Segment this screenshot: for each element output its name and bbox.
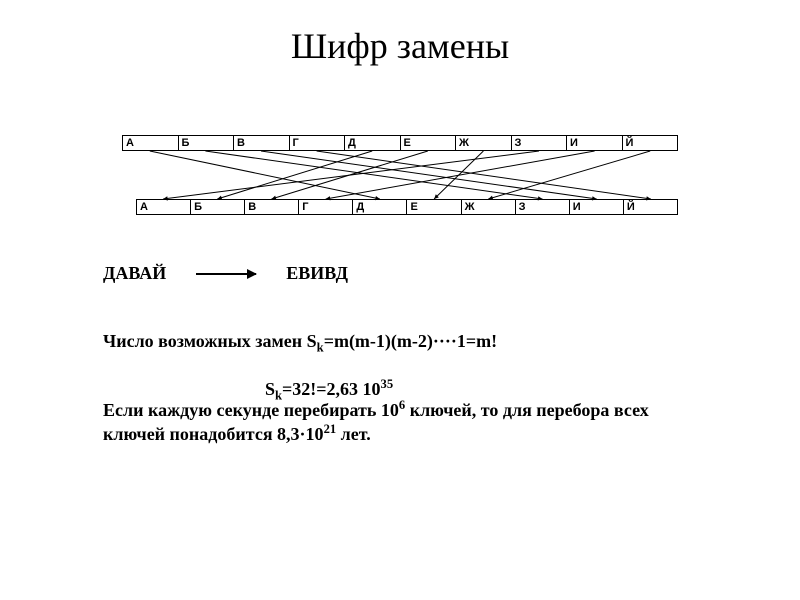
- mapping-arrows: [122, 135, 678, 215]
- page-title: Шифр замены: [0, 25, 800, 67]
- example-cipher: ЕВИВД: [286, 263, 348, 284]
- example-plain: ДАВАЙ: [103, 263, 166, 284]
- substitution-diagram: АБВГДЕЖЗИЙ АБВГДЕЖЗИЙ: [122, 135, 678, 215]
- page: Шифр замены АБВГДЕЖЗИЙ АБВГДЕЖЗИЙ ДАВАЙ …: [0, 0, 800, 600]
- formula-brute-force-time: Если каждую секунде перебирать 106 ключе…: [103, 398, 713, 445]
- example-transform: ДАВАЙ ЕВИВД: [103, 263, 348, 284]
- arrow-icon: [196, 273, 256, 275]
- formula-key-count: Число возможных замен Sk=m(m-1)(m-2)····…: [103, 331, 713, 356]
